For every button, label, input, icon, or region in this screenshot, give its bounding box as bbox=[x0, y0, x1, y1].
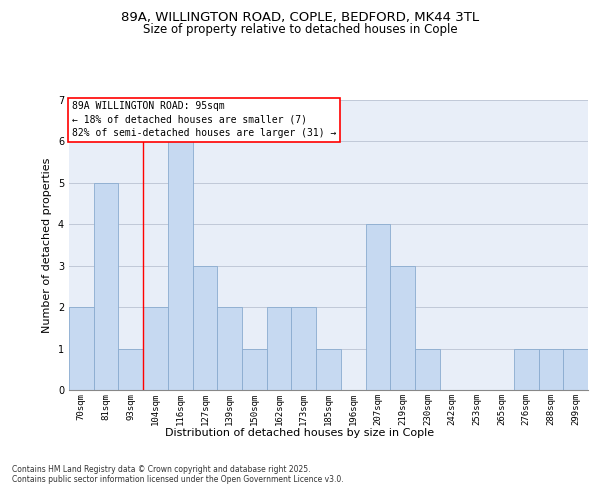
Bar bbox=[563, 348, 588, 390]
Bar bbox=[143, 307, 168, 390]
Text: Contains public sector information licensed under the Open Government Licence v3: Contains public sector information licen… bbox=[12, 474, 344, 484]
Bar bbox=[94, 183, 118, 390]
Bar bbox=[365, 224, 390, 390]
Bar bbox=[193, 266, 217, 390]
Text: Size of property relative to detached houses in Cople: Size of property relative to detached ho… bbox=[143, 22, 457, 36]
Bar bbox=[514, 348, 539, 390]
Bar bbox=[390, 266, 415, 390]
Text: Distribution of detached houses by size in Cople: Distribution of detached houses by size … bbox=[166, 428, 434, 438]
Text: 89A WILLINGTON ROAD: 95sqm
← 18% of detached houses are smaller (7)
82% of semi-: 89A WILLINGTON ROAD: 95sqm ← 18% of deta… bbox=[71, 102, 336, 138]
Y-axis label: Number of detached properties: Number of detached properties bbox=[43, 158, 52, 332]
Bar bbox=[316, 348, 341, 390]
Bar bbox=[267, 307, 292, 390]
Bar bbox=[415, 348, 440, 390]
Bar bbox=[242, 348, 267, 390]
Bar bbox=[539, 348, 563, 390]
Bar bbox=[168, 142, 193, 390]
Text: 89A, WILLINGTON ROAD, COPLE, BEDFORD, MK44 3TL: 89A, WILLINGTON ROAD, COPLE, BEDFORD, MK… bbox=[121, 11, 479, 24]
Bar bbox=[69, 307, 94, 390]
Bar bbox=[118, 348, 143, 390]
Text: Contains HM Land Registry data © Crown copyright and database right 2025.: Contains HM Land Registry data © Crown c… bbox=[12, 464, 311, 473]
Bar bbox=[292, 307, 316, 390]
Bar bbox=[217, 307, 242, 390]
